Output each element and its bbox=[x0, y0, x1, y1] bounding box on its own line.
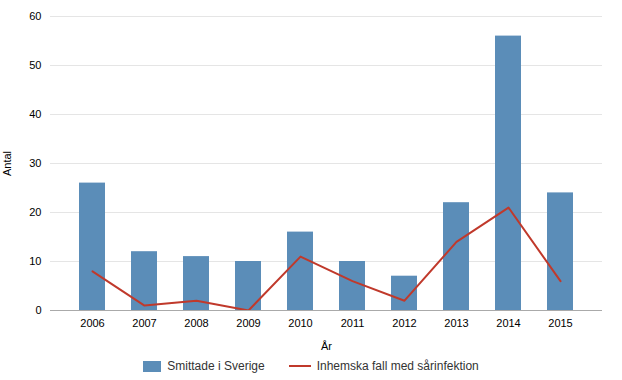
svg-text:2011: 2011 bbox=[341, 317, 365, 329]
svg-text:Antal: Antal bbox=[1, 151, 13, 176]
svg-text:År: År bbox=[321, 340, 332, 352]
svg-text:40: 40 bbox=[29, 108, 41, 120]
html-text:Inhemska fall med sårinfektion: Inhemska fall med sårinfektion bbox=[316, 359, 479, 373]
svg-text:2010: 2010 bbox=[288, 317, 312, 329]
html-text:Smittade i Sverige: Smittade i Sverige bbox=[167, 359, 265, 373]
svg-text:50: 50 bbox=[29, 59, 41, 71]
svg-text:2007: 2007 bbox=[132, 317, 156, 329]
svg-text:2009: 2009 bbox=[236, 317, 260, 329]
svg-text:2014: 2014 bbox=[496, 317, 520, 329]
svg-text:30: 30 bbox=[29, 157, 41, 169]
svg-text:10: 10 bbox=[29, 255, 41, 267]
svg-text:2013: 2013 bbox=[444, 317, 468, 329]
svg-text:20: 20 bbox=[29, 206, 41, 218]
svg-text:2008: 2008 bbox=[184, 317, 208, 329]
svg-text:2006: 2006 bbox=[80, 317, 104, 329]
svg-text:2012: 2012 bbox=[392, 317, 416, 329]
svg-text:2015: 2015 bbox=[548, 317, 572, 329]
svg-text:60: 60 bbox=[29, 10, 41, 22]
svg-text:0: 0 bbox=[35, 304, 41, 316]
